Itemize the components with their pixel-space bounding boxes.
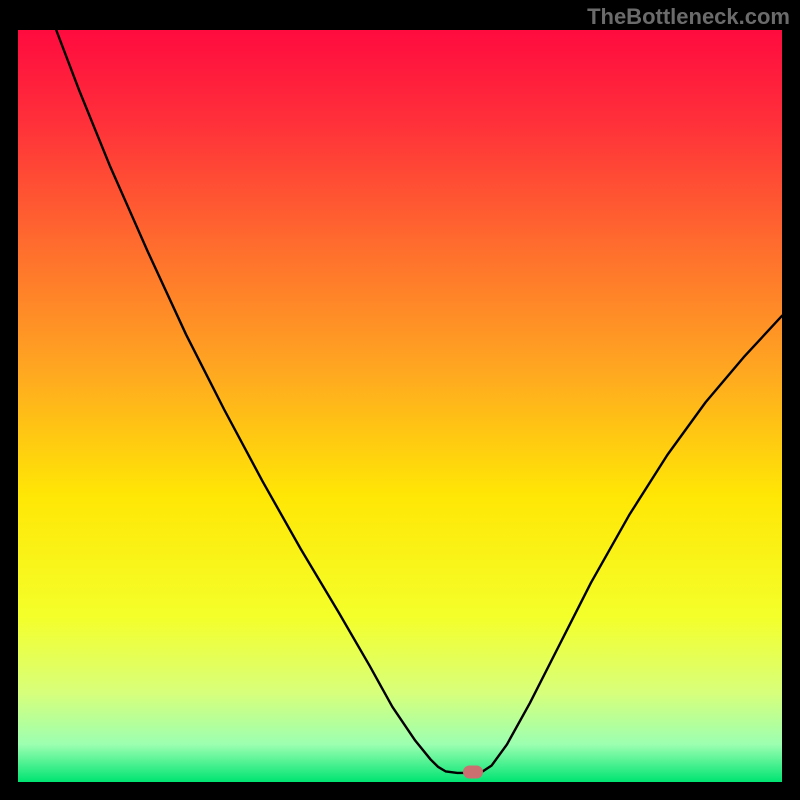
plot-area (18, 30, 782, 782)
gradient-background (18, 30, 782, 782)
watermark-text: TheBottleneck.com (587, 4, 790, 30)
minimum-marker (463, 766, 483, 779)
chart-frame: TheBottleneck.com (0, 0, 800, 800)
plot-svg (18, 30, 782, 782)
